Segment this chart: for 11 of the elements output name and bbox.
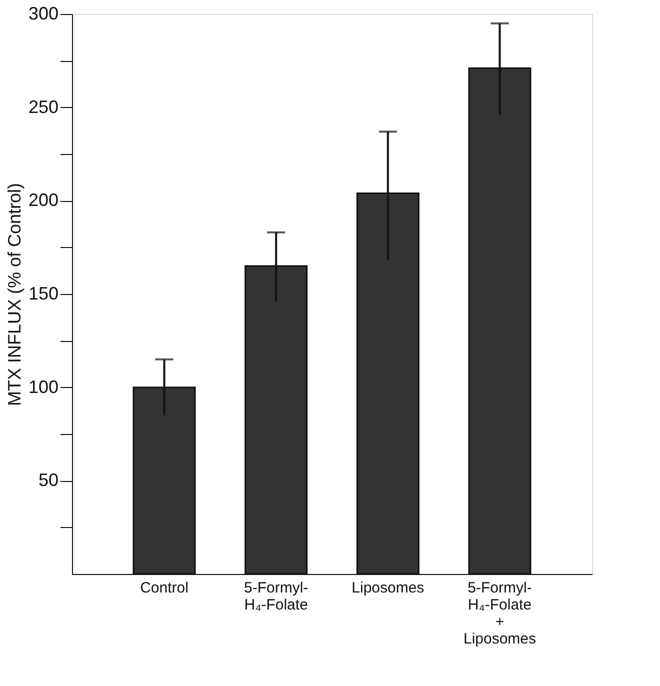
- y-axis-title: MTX INFLUX (% of Control): [4, 182, 24, 406]
- y-tick-label: 250: [28, 96, 58, 117]
- x-tick-label: Control: [140, 580, 188, 596]
- y-tick-label: 300: [28, 4, 58, 24]
- y-tick-label: 100: [28, 376, 58, 397]
- y-tick-label: 200: [28, 190, 58, 210]
- x-tick-label: 5-Formyl- H₄-Folate + Liposomes: [463, 580, 536, 648]
- y-tick-label: 150: [28, 284, 58, 304]
- y-tick-label: 50: [38, 470, 58, 490]
- x-tick-label: Liposomes: [352, 580, 424, 596]
- x-tick-label: 5-Formyl- H₄-Folate: [244, 580, 308, 614]
